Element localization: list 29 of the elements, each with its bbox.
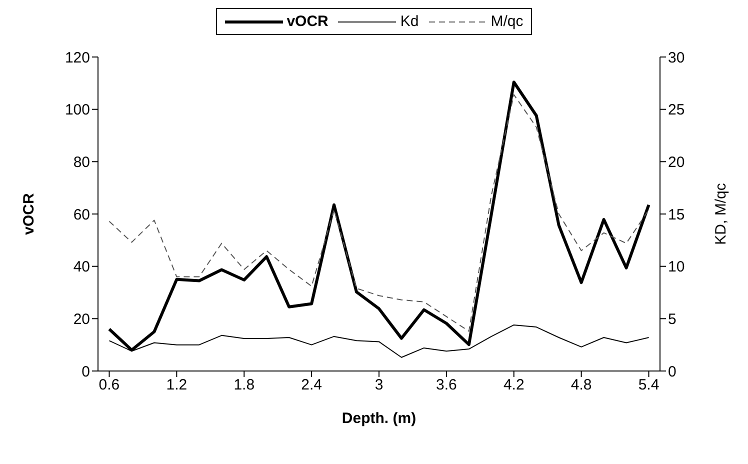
- y2-tick-label: 0: [668, 363, 676, 380]
- y2-axis-title: KD, M/qc: [712, 182, 730, 245]
- y-tick-label: 20: [73, 310, 90, 328]
- legend-label: Kd: [400, 13, 419, 30]
- y-tick-label: 0: [82, 363, 90, 380]
- legend-label: M/qc: [490, 13, 524, 30]
- x-tick-label: 5.4: [638, 376, 660, 394]
- y-axis-title: vOCR: [20, 193, 38, 235]
- y2-tick-label: 5: [668, 310, 676, 328]
- x-tick-label: 4.8: [570, 376, 592, 394]
- y-tick-label: 60: [73, 206, 90, 224]
- x-tick-label: 0.6: [98, 376, 120, 394]
- x-tick-label: 1.8: [234, 376, 255, 394]
- legend-label: vOCR: [286, 13, 328, 30]
- y2-tick-label: 10: [668, 258, 685, 276]
- y2-tick-label: 25: [668, 102, 685, 119]
- x-tick-label: 3.6: [436, 376, 457, 394]
- y2-tick-label: 20: [668, 154, 685, 171]
- y-tick-label: 40: [73, 258, 90, 276]
- x-tick-label: 4.2: [503, 376, 524, 394]
- y2-tick-label: 15: [668, 206, 685, 224]
- y-tick-label: 120: [64, 49, 90, 66]
- x-tick-label: 2.4: [301, 376, 322, 394]
- x-axis-title: Depth. (m): [342, 410, 416, 427]
- y-tick-label: 80: [73, 154, 90, 171]
- x-tick-label: 3: [374, 376, 384, 394]
- x-tick-label: 1.2: [166, 376, 188, 394]
- y-tick-label: 100: [64, 102, 90, 119]
- y2-tick-label: 30: [668, 49, 685, 66]
